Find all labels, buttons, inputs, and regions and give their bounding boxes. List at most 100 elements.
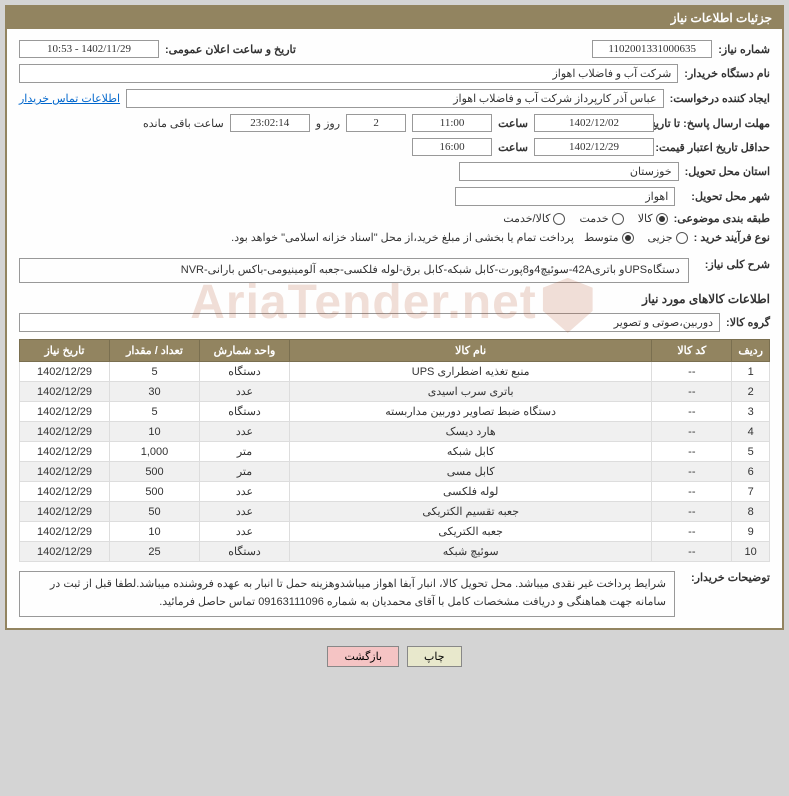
table-row: 8--جعبه تقسیم الکتریکیعدد501402/12/29	[20, 502, 770, 522]
radio-dot-icon	[612, 213, 624, 225]
table-cell: 9	[732, 522, 770, 542]
radio-label: کالا/خدمت	[503, 212, 550, 225]
valid-date: 1402/12/29	[534, 138, 654, 156]
table-cell: 4	[732, 422, 770, 442]
goods-section-title: اطلاعات کالاهای مورد نیاز	[19, 286, 770, 310]
buyer-notes: شرایط پرداخت غیر نقدی میباشد. محل تحویل …	[19, 571, 675, 616]
table-cell: --	[652, 522, 732, 542]
table-cell: 1402/12/29	[20, 462, 110, 482]
contact-link[interactable]: اطلاعات تماس خریدار	[19, 92, 120, 105]
table-cell: --	[652, 502, 732, 522]
days-remain: 2	[346, 114, 406, 132]
table-cell: لوله فلکسی	[290, 482, 652, 502]
table-cell: سوئیچ شبکه	[290, 542, 652, 562]
main-panel: جزئیات اطلاعات نیاز شماره نیاز: 11020013…	[5, 5, 784, 630]
table-cell: 1402/12/29	[20, 362, 110, 382]
table-cell: 1402/12/29	[20, 442, 110, 462]
panel-title: جزئیات اطلاعات نیاز	[7, 7, 782, 29]
province-label: استان محل تحویل:	[685, 165, 770, 178]
table-cell: کابل شبکه	[290, 442, 652, 462]
overall-label: شرح کلی نیاز:	[705, 258, 770, 271]
table-cell: --	[652, 362, 732, 382]
table-cell: عدد	[200, 422, 290, 442]
table-header: واحد شمارش	[200, 340, 290, 362]
radio-label: جزیی	[648, 231, 673, 244]
subject-class-label: طبقه بندی موضوعی:	[674, 212, 770, 225]
table-cell: باتری سرب اسیدی	[290, 382, 652, 402]
proc-note: پرداخت تمام یا بخشی از مبلغ خرید،از محل …	[231, 231, 578, 244]
table-cell: جعبه تقسیم الکتریکی	[290, 502, 652, 522]
table-cell: --	[652, 482, 732, 502]
table-cell: 10	[110, 422, 200, 442]
radio-option[interactable]: خدمت	[579, 212, 623, 225]
time-label-2: ساعت	[498, 141, 528, 154]
valid-deadline-label: حداقل تاریخ اعتبار قیمت: تا تاریخ:	[660, 141, 770, 154]
radio-label: متوسط	[584, 231, 619, 244]
table-header: ردیف	[732, 340, 770, 362]
time-label-1: ساعت	[498, 117, 528, 130]
table-cell: 1402/12/29	[20, 522, 110, 542]
radio-option[interactable]: کالا/خدمت	[503, 212, 565, 225]
resp-deadline-label: مهلت ارسال پاسخ: تا تاریخ:	[660, 117, 770, 130]
table-cell: 1402/12/29	[20, 382, 110, 402]
table-cell: --	[652, 542, 732, 562]
table-cell: 25	[110, 542, 200, 562]
goods-table: ردیفکد کالانام کالاواحد شمارشتعداد / مقد…	[19, 339, 770, 562]
back-button[interactable]: بازگشت	[327, 646, 399, 667]
overall-desc: دستگاهUPSو باتری42A-سوئیچ4و8پورت-کابل شب…	[19, 258, 689, 283]
table-row: 10--سوئیچ شبکهدستگاه251402/12/29	[20, 542, 770, 562]
table-cell: 2	[732, 382, 770, 402]
requester-label: ایجاد کننده درخواست:	[670, 92, 770, 105]
table-row: 1--منبع تغذیه اضطراری UPSدستگاه51402/12/…	[20, 362, 770, 382]
table-cell: عدد	[200, 502, 290, 522]
table-row: 9--جعبه الکتریکیعدد101402/12/29	[20, 522, 770, 542]
table-cell: --	[652, 402, 732, 422]
table-cell: --	[652, 442, 732, 462]
time-remain: 23:02:14	[230, 114, 310, 132]
table-cell: --	[652, 382, 732, 402]
table-header: نام کالا	[290, 340, 652, 362]
table-cell: 1402/12/29	[20, 542, 110, 562]
radio-option[interactable]: جزیی	[648, 231, 688, 244]
proc-type-radios: جزیی متوسط	[584, 231, 688, 244]
radio-option[interactable]: متوسط	[584, 231, 634, 244]
table-cell: 1402/12/29	[20, 402, 110, 422]
table-cell: 50	[110, 502, 200, 522]
table-cell: دستگاه	[200, 542, 290, 562]
buyer-org-value: شرکت آب و فاضلاب اهواز	[19, 64, 678, 83]
table-cell: دستگاه ضبط تصاویر دوربین مداربسته	[290, 402, 652, 422]
table-cell: 3	[732, 402, 770, 422]
print-button[interactable]: چاپ	[407, 646, 462, 667]
table-cell: 6	[732, 462, 770, 482]
table-cell: عدد	[200, 522, 290, 542]
table-cell: 5	[732, 442, 770, 462]
table-cell: 10	[732, 542, 770, 562]
table-cell: جعبه الکتریکی	[290, 522, 652, 542]
table-row: 5--کابل شبکهمتر1,0001402/12/29	[20, 442, 770, 462]
proc-type-label: نوع فرآیند خرید :	[694, 231, 770, 244]
remain-text: ساعت باقی مانده	[143, 117, 224, 130]
resp-time: 11:00	[412, 114, 492, 132]
valid-time: 16:00	[412, 138, 492, 156]
table-cell: 7	[732, 482, 770, 502]
table-cell: هارد دیسک	[290, 422, 652, 442]
group-label: گروه کالا:	[726, 316, 770, 329]
table-cell: 500	[110, 482, 200, 502]
table-cell: 5	[110, 362, 200, 382]
radio-dot-icon	[676, 232, 688, 244]
table-cell: 10	[110, 522, 200, 542]
table-header: تاریخ نیاز	[20, 340, 110, 362]
table-cell: 8	[732, 502, 770, 522]
requester-value: عباس آذر کارپرداز شرکت آب و فاضلاب اهواز	[126, 89, 664, 108]
table-row: 6--کابل مسیمتر5001402/12/29	[20, 462, 770, 482]
table-cell: عدد	[200, 382, 290, 402]
radio-label: کالا	[638, 212, 653, 225]
table-cell: متر	[200, 442, 290, 462]
need-no-value: 1102001331000635	[592, 40, 712, 58]
group-value: دوربین،صوتی و تصویر	[19, 313, 720, 332]
radio-option[interactable]: کالا	[638, 212, 668, 225]
city-value: اهواز	[455, 187, 675, 206]
table-cell: دستگاه	[200, 402, 290, 422]
radio-label: خدمت	[579, 212, 608, 225]
buyer-org-label: نام دستگاه خریدار:	[684, 67, 770, 80]
